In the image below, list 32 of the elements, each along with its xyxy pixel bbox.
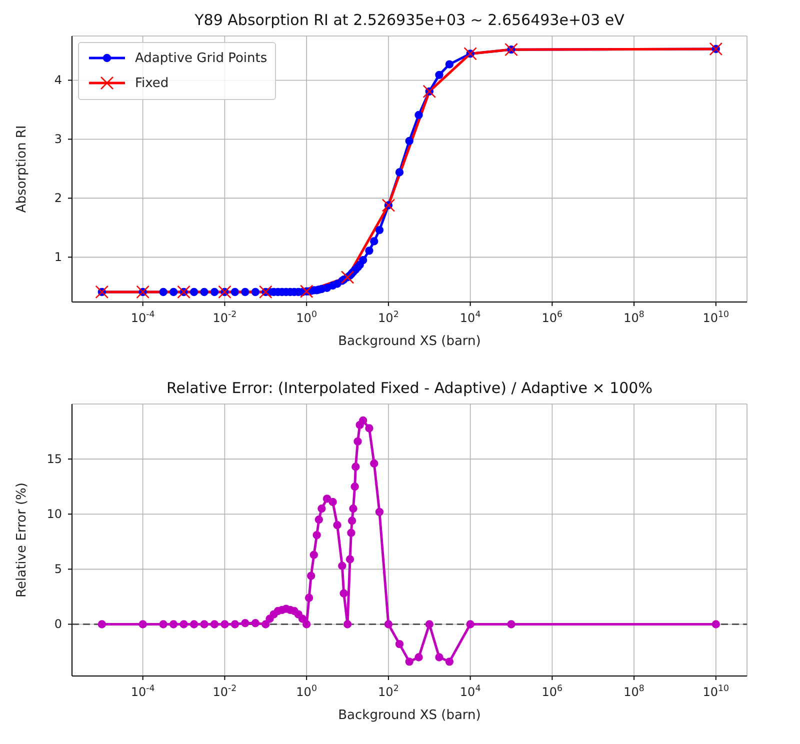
y-tick-label: 4: [54, 73, 62, 88]
x-tick-label: 10$^{10}$: [702, 310, 730, 325]
y-tick-label: 5: [54, 562, 62, 576]
x-tick-label: 10$^{0}$: [296, 684, 317, 699]
x-tick-label: 10$^{8}$: [624, 684, 644, 699]
x-tick-label: 10$^{4}$: [460, 310, 481, 325]
y-tick-label: 10: [46, 507, 62, 522]
x-tick-label: 10$^{10}$: [702, 684, 730, 699]
x-tick-label: 10$^{6}$: [542, 684, 563, 699]
x-tick-label: 10$^{8}$: [624, 310, 644, 325]
y-tick-label: 1: [54, 250, 62, 264]
x-tick-label: 10$^{-4}$: [130, 310, 155, 325]
x-axis-title: Background XS (barn): [338, 334, 481, 349]
x-tick-label: 10$^{0}$: [296, 310, 317, 325]
y-tick-label: 2: [54, 191, 62, 206]
x-axis-title: Background XS (barn): [338, 708, 481, 723]
x-tick-label: 10$^{6}$: [542, 310, 563, 325]
x-tick-label: 10$^{-4}$: [130, 684, 155, 699]
chart-title: Y89 Absorption RI at 2.526935e+03 ~ 2.656493e+03 eV: [194, 10, 626, 31]
x-tick-label: 10$^{4}$: [460, 684, 481, 699]
chart-title: Relative Error: (Interpolated Fixed - Adaptive) / Adaptive × 100%: [166, 378, 654, 399]
y-axis-title: Absorption RI: [14, 125, 30, 213]
y-tick-label: 3: [54, 132, 62, 146]
legend-label: Fixed: [134, 75, 170, 93]
x-tick-label: 10$^{2}$: [378, 310, 399, 325]
y-tick-label: 0: [54, 617, 62, 632]
x-tick-label: 10$^{-2}$: [212, 310, 237, 325]
y-tick-label: 15: [46, 452, 62, 466]
x-tick-label: 10$^{-2}$: [212, 684, 237, 699]
y-axis-title: Relative Error (%): [14, 482, 30, 598]
x-tick-label: 10$^{2}$: [378, 684, 399, 699]
legend-label: Adaptive Grid Points: [134, 50, 268, 68]
